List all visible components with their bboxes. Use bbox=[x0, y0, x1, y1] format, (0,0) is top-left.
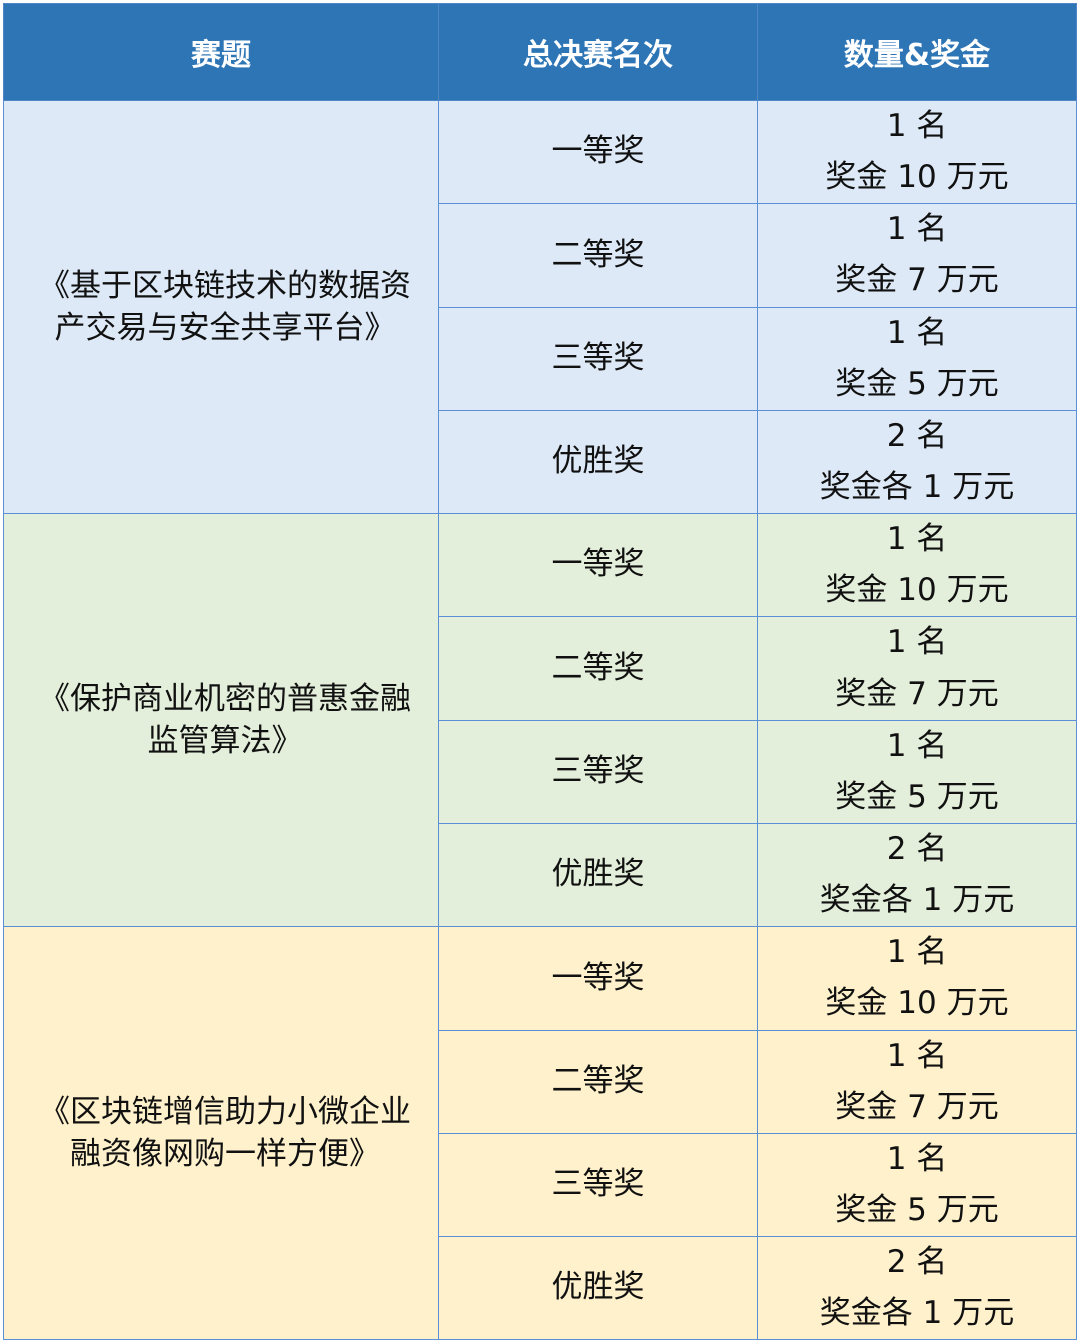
rank-cell: 一等奖 bbox=[438, 926, 758, 1031]
header-amount: 数量&奖金 bbox=[757, 3, 1077, 101]
prize-bonus: 奖金 10 万元 bbox=[825, 159, 1009, 196]
rank-cell: 优胜奖 bbox=[438, 409, 758, 515]
prize-count: 1 名 bbox=[886, 314, 948, 351]
prize-bonus: 奖金各 1 万元 bbox=[819, 1295, 1015, 1332]
amount-cell: 1 名奖金 10 万元 bbox=[757, 926, 1077, 1031]
amount-cell: 2 名奖金各 1 万元 bbox=[757, 822, 1077, 928]
rank-cell: 二等奖 bbox=[438, 1029, 758, 1134]
amount-cell: 1 名奖金 7 万元 bbox=[757, 1029, 1077, 1134]
header-row: 赛题 总决赛名次 数量&奖金 bbox=[3, 3, 1077, 101]
prize-bonus: 奖金各 1 万元 bbox=[819, 882, 1015, 919]
prize-count: 2 名 bbox=[886, 830, 948, 867]
amount-cell: 1 名奖金 10 万元 bbox=[757, 513, 1077, 618]
rank-cell: 二等奖 bbox=[438, 203, 758, 308]
table-row: 优胜奖 2 名奖金各 1 万元 bbox=[4, 409, 1077, 515]
topic-cell: 《区块链增信助力小微企业融资像网购一样方便》 bbox=[3, 926, 439, 1340]
amount-cell: 1 名奖金 5 万元 bbox=[757, 1132, 1077, 1238]
prize-count: 1 名 bbox=[886, 624, 948, 661]
table-row: 三等奖 1 名奖金 5 万元 bbox=[4, 719, 1077, 824]
prize-count: 1 名 bbox=[886, 108, 948, 144]
prize-bonus: 奖金 5 万元 bbox=[835, 1191, 999, 1228]
rank-cell: 一等奖 bbox=[438, 99, 758, 205]
prize-count: 2 名 bbox=[886, 417, 948, 454]
rank-cell: 优胜奖 bbox=[438, 1236, 758, 1340]
amount-cell: 1 名奖金 7 万元 bbox=[757, 616, 1077, 721]
amount-cell: 2 名奖金各 1 万元 bbox=[757, 1236, 1077, 1340]
table-row: 三等奖 1 名奖金 5 万元 bbox=[4, 1132, 1077, 1238]
rank-cell: 一等奖 bbox=[438, 513, 758, 618]
table-row: 二等奖 1 名奖金 7 万元 bbox=[4, 203, 1077, 308]
table-row: 《基于区块链技术的数据资产交易与安全共享平台》 一等奖 1 名奖金 10 万元 bbox=[3, 99, 1077, 515]
prize-bonus: 奖金 7 万元 bbox=[835, 262, 999, 299]
amount-cell: 2 名奖金各 1 万元 bbox=[757, 409, 1077, 515]
table-row: 《保护商业机密的普惠金融监管算法》 一等奖 1 名奖金 10 万元 bbox=[3, 513, 1077, 928]
prize-bonus: 奖金各 1 万元 bbox=[819, 468, 1015, 505]
prize-bonus: 奖金 7 万元 bbox=[835, 1088, 999, 1125]
amount-cell: 1 名奖金 10 万元 bbox=[757, 99, 1077, 205]
prize-bonus: 奖金 7 万元 bbox=[835, 675, 999, 712]
prize-bonus: 奖金 10 万元 bbox=[825, 985, 1009, 1022]
rank-cell: 三等奖 bbox=[438, 1132, 758, 1238]
prize-count: 1 名 bbox=[886, 727, 948, 764]
amount-cell: 1 名奖金 5 万元 bbox=[757, 719, 1077, 824]
rank-cell: 三等奖 bbox=[438, 306, 758, 411]
prize-count: 1 名 bbox=[886, 1140, 948, 1177]
topic-cell: 《基于区块链技术的数据资产交易与安全共享平台》 bbox=[3, 99, 439, 515]
prize-count: 2 名 bbox=[886, 1244, 948, 1281]
prize-bonus: 奖金 5 万元 bbox=[835, 365, 999, 402]
prize-count: 1 名 bbox=[886, 1037, 948, 1074]
prize-count: 1 名 bbox=[886, 934, 948, 971]
table-row: 二等奖 1 名奖金 7 万元 bbox=[4, 1029, 1077, 1134]
amount-cell: 1 名奖金 5 万元 bbox=[757, 306, 1077, 411]
topic-cell: 《保护商业机密的普惠金融监管算法》 bbox=[3, 513, 439, 928]
prize-table-body: 《基于区块链技术的数据资产交易与安全共享平台》 一等奖 1 名奖金 10 万元 二等奖… bbox=[3, 99, 1077, 1340]
table-row: 二等奖 1 名奖金 7 万元 bbox=[4, 616, 1077, 721]
prize-count: 1 名 bbox=[886, 211, 948, 248]
prize-table: 赛题 总决赛名次 数量&奖金 《基于区块链技术的数据资产交易与安全共享平台》 一等… bbox=[3, 3, 1077, 1340]
rank-cell: 三等奖 bbox=[438, 719, 758, 824]
rank-cell: 优胜奖 bbox=[438, 822, 758, 928]
table-row: 优胜奖 2 名奖金各 1 万元 bbox=[4, 822, 1077, 928]
table-row: 《区块链增信助力小微企业融资像网购一样方便》 一等奖 1 名奖金 10 万元 bbox=[3, 926, 1077, 1340]
header-topic: 赛题 bbox=[3, 3, 439, 101]
table-row: 优胜奖 2 名奖金各 1 万元 bbox=[4, 1236, 1077, 1340]
amount-cell: 1 名奖金 7 万元 bbox=[757, 203, 1077, 308]
rank-cell: 二等奖 bbox=[438, 616, 758, 721]
prize-count: 1 名 bbox=[886, 521, 948, 558]
prize-bonus: 奖金 5 万元 bbox=[835, 778, 999, 815]
table-row: 三等奖 1 名奖金 5 万元 bbox=[4, 306, 1077, 411]
prize-bonus: 奖金 10 万元 bbox=[825, 572, 1009, 609]
header-rank: 总决赛名次 bbox=[438, 3, 758, 101]
